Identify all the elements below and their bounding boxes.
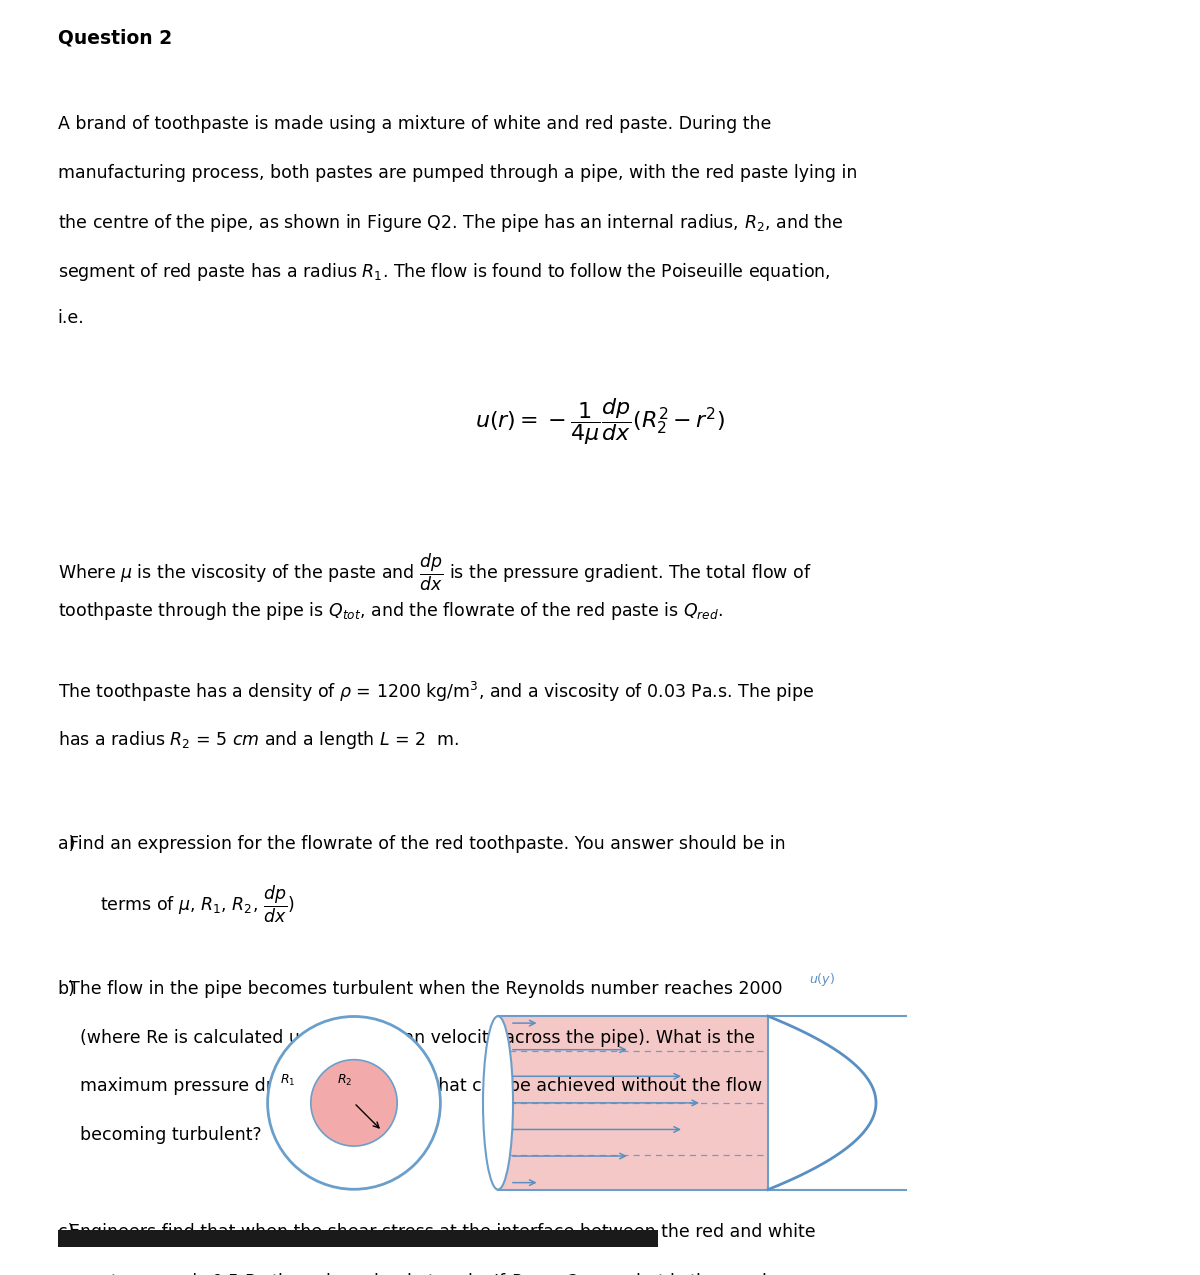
- Ellipse shape: [268, 1016, 440, 1190]
- Text: Where $\mu$ is the viscosity of the paste and $\dfrac{dp}{dx}$ is the pressure g: Where $\mu$ is the viscosity of the past…: [58, 551, 811, 593]
- Text: i.e.: i.e.: [58, 309, 84, 328]
- Text: Find an expression for the flowrate of the red toothpaste. You answer should be : Find an expression for the flowrate of t…: [58, 835, 785, 853]
- Text: segment of red paste has a radius $R_1$. The flow is found to follow the Poiseui: segment of red paste has a radius $R_1$.…: [58, 260, 830, 283]
- Text: c): c): [58, 1223, 74, 1241]
- Text: the centre of the pipe, as shown in Figure Q2. The pipe has an internal radius, : the centre of the pipe, as shown in Figu…: [58, 212, 842, 235]
- Text: The flow in the pipe becomes turbulent when the Reynolds number reaches 2000: The flow in the pipe becomes turbulent w…: [58, 980, 782, 998]
- Text: terms of $\mu$, $R_1$, $R_2$, $\dfrac{dp}{dx}$): terms of $\mu$, $R_1$, $R_2$, $\dfrac{dp…: [100, 884, 294, 924]
- Text: (where Re is calculated using the mean velocity across the pipe). What is the: (where Re is calculated using the mean v…: [58, 1029, 755, 1047]
- FancyBboxPatch shape: [498, 1016, 768, 1190]
- Text: maximum pressure drop along the pipe that can be achieved without the flow: maximum pressure drop along the pipe tha…: [58, 1077, 762, 1095]
- Text: A brand of toothpaste is made using a mixture of white and red paste. During the: A brand of toothpaste is made using a mi…: [58, 115, 770, 134]
- Text: Engineers find that when the shear stress at the interface between the red and w: Engineers find that when the shear stres…: [58, 1223, 815, 1241]
- Text: manufacturing process, both pastes are pumped through a pipe, with the red paste: manufacturing process, both pastes are p…: [58, 163, 857, 182]
- Text: toothpaste through the pipe is $Q_{tot}$, and the flowrate of the red paste is $: toothpaste through the pipe is $Q_{tot}$…: [58, 599, 722, 622]
- Text: $u(r) = -\dfrac{1}{4\mu}\dfrac{dp}{dx}(R_2^2 - r^2)$: $u(r) = -\dfrac{1}{4\mu}\dfrac{dp}{dx}(R…: [475, 397, 725, 448]
- Bar: [58, 1230, 658, 1247]
- Text: $R_1$: $R_1$: [281, 1072, 295, 1088]
- Text: The toothpaste has a density of $\rho$ = 1200 kg/m$^3$, and a viscosity of 0.03 : The toothpaste has a density of $\rho$ =…: [58, 680, 814, 704]
- Text: has a radius $R_2$ = 5 $cm$ and a length $L$ = 2  m.: has a radius $R_2$ = 5 $cm$ and a length…: [58, 728, 458, 751]
- Text: Question 2: Question 2: [58, 28, 172, 47]
- Text: paste exceeds 0.5 Pa the colours begin to mix. If $R_1$  =  2 cm, what is the ma: paste exceeds 0.5 Pa the colours begin t…: [58, 1271, 811, 1275]
- Text: b): b): [58, 980, 76, 998]
- Text: $u(y)$: $u(y)$: [809, 972, 835, 988]
- Ellipse shape: [311, 1060, 397, 1146]
- Text: a): a): [58, 835, 74, 853]
- Text: $R_2$: $R_2$: [337, 1072, 352, 1088]
- Text: becoming turbulent?: becoming turbulent?: [58, 1126, 262, 1144]
- Ellipse shape: [482, 1016, 514, 1190]
